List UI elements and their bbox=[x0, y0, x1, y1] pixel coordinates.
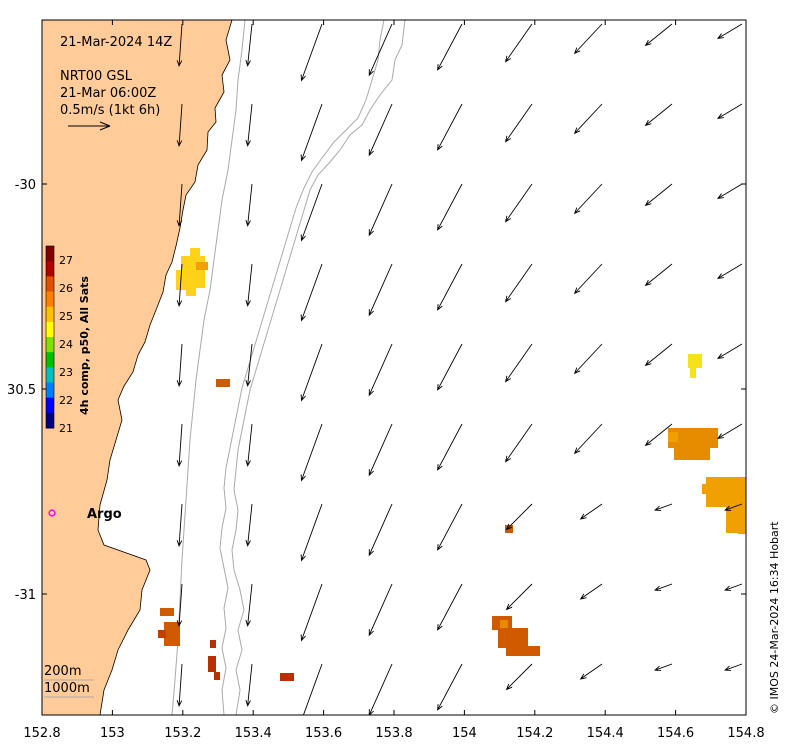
x-tick-label: 152.8 bbox=[23, 726, 60, 741]
colorbar-title: 4h comp, p50, All Sats bbox=[78, 276, 91, 415]
x-tick-label: 154 bbox=[452, 726, 477, 741]
colorbar-segment bbox=[46, 367, 54, 383]
colorbar-tick-label: 22 bbox=[59, 394, 73, 407]
colorbar-segment bbox=[46, 246, 54, 262]
x-tick-label: 154.8 bbox=[727, 726, 764, 741]
sst-colorbar: 21 22 23 24 25 26 27 bbox=[45, 245, 73, 435]
x-tick-label: 153 bbox=[100, 726, 125, 741]
y-tick-label: 30.5 bbox=[7, 383, 36, 398]
colorbar-segment bbox=[46, 261, 54, 277]
timestamp-label: 21-Mar-2024 14Z bbox=[60, 35, 172, 50]
isobath-200m-label: 200m bbox=[44, 664, 81, 679]
x-tick-label: 153.4 bbox=[235, 726, 272, 741]
colorbar-segment bbox=[46, 352, 54, 368]
y-tick-label: -31 bbox=[15, 588, 36, 603]
colorbar-segment bbox=[46, 337, 54, 353]
current-time-label: 21-Mar 06:00Z bbox=[60, 86, 156, 101]
sst-pixels bbox=[158, 248, 746, 681]
land-mass bbox=[42, 20, 233, 715]
x-axis: 152.8 153 153.2 153.4 153.6 153.8 154 154.2 154.… bbox=[23, 20, 765, 741]
colorbar-tick-label: 21 bbox=[59, 422, 73, 435]
isobath-1000m bbox=[231, 20, 406, 715]
x-tick-label: 153.8 bbox=[375, 726, 412, 741]
colorbar-segment bbox=[46, 321, 54, 338]
argo-label: Argo bbox=[87, 507, 122, 522]
colorbar-tick-label: 26 bbox=[59, 282, 73, 295]
colorbar-segment bbox=[46, 306, 54, 323]
colorbar-segment bbox=[46, 412, 54, 429]
x-tick-label: 154.4 bbox=[587, 726, 624, 741]
colorbar-tick-label: 24 bbox=[59, 338, 73, 351]
colorbar-segment bbox=[46, 291, 54, 308]
scale-arrow-icon bbox=[68, 121, 111, 131]
isobath-200m bbox=[171, 20, 246, 715]
credit-label: © IMOS 24-Mar-2024 16:34 Hobart bbox=[768, 521, 781, 714]
x-tick-label: 154.2 bbox=[516, 726, 553, 741]
current-vectors bbox=[176, 23, 743, 715]
x-tick-label: 153.2 bbox=[164, 726, 201, 741]
scale-label: 0.5m/s (1kt 6h) bbox=[60, 103, 160, 118]
colorbar-segment bbox=[46, 382, 54, 399]
x-tick-label: 154.6 bbox=[657, 726, 694, 741]
y-tick-label: -30 bbox=[15, 178, 36, 193]
isobath-1000m-inner bbox=[219, 20, 385, 715]
colorbar-tick-label: 23 bbox=[59, 366, 73, 379]
colorbar-segment bbox=[46, 276, 54, 292]
colorbar-tick-label: 25 bbox=[59, 310, 73, 323]
isobath-1000m-label: 1000m bbox=[44, 681, 90, 696]
y-axis: -30 30.5 -31 bbox=[7, 178, 746, 603]
x-tick-label: 153.6 bbox=[305, 726, 342, 741]
product-label: NRT00 GSL bbox=[60, 69, 133, 84]
colorbar-tick-label: 27 bbox=[59, 254, 73, 267]
argo-float-icon bbox=[48, 509, 56, 517]
colorbar-segment bbox=[46, 397, 54, 414]
